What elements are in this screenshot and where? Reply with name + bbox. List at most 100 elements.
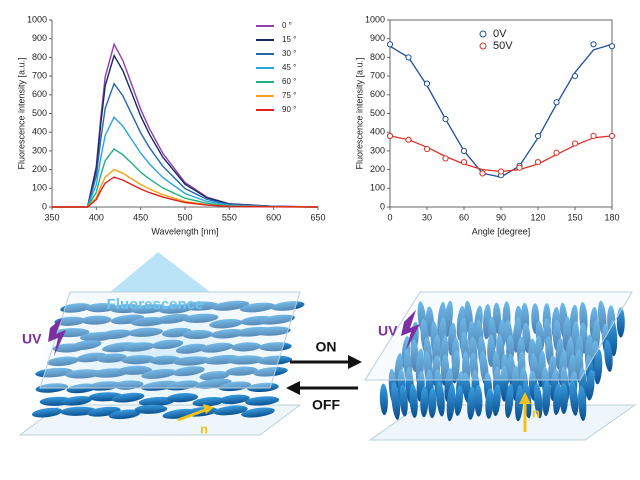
lc-molecule	[151, 339, 184, 350]
y-tick-label: 800	[370, 52, 385, 62]
x-tick-label: 90	[496, 212, 506, 222]
fit-line	[389, 43, 613, 178]
lc-molecule	[594, 349, 603, 385]
lc-molecule	[121, 355, 156, 365]
lc-molecule	[149, 355, 181, 365]
bottom-plate-right	[368, 404, 637, 441]
x-tick-label: 600	[266, 212, 281, 222]
data-point	[405, 136, 412, 143]
lc-molecule	[131, 304, 166, 314]
lc-molecule	[542, 379, 551, 417]
y-tick-label: 300	[370, 145, 385, 155]
y-axis-title: Fluorescence intensity [a.u.]	[354, 57, 364, 169]
y-axis-title: Fluorescence intensity [a.u.]	[16, 57, 26, 169]
lc-molecule	[379, 383, 388, 416]
y-tick-label: 500	[370, 108, 385, 118]
lc-molecule	[167, 393, 199, 403]
lc-molecule	[226, 366, 258, 376]
lc-molecule	[182, 329, 214, 340]
lc-molecule	[80, 315, 112, 325]
lc-molecule	[255, 326, 291, 336]
on-arrow-head	[348, 355, 362, 369]
x-tick-label: 550	[222, 212, 237, 222]
data-point	[608, 132, 616, 140]
data-point	[553, 149, 560, 156]
y-tick-label: 500	[32, 108, 47, 118]
spectrum-line	[52, 116, 319, 208]
y-tick-label: 100	[370, 183, 385, 193]
lc-molecule	[141, 368, 177, 379]
lc-molecule	[127, 327, 163, 337]
lc-molecule	[239, 302, 276, 313]
lc-molecule	[99, 329, 132, 340]
lc-molecule	[71, 340, 102, 350]
lc-molecule	[553, 383, 562, 416]
lc-molecule	[118, 365, 152, 375]
y-tick-label: 0	[42, 201, 47, 211]
uv-label-right: UV	[378, 323, 398, 339]
x-axis-title: Angle [degree]	[472, 226, 531, 236]
legend-label: 15 °	[282, 35, 296, 44]
legend-label: 90 °	[282, 105, 296, 114]
y-tick-label: 700	[32, 70, 47, 80]
x-tick-label: 650	[310, 212, 325, 222]
lc-molecule	[533, 383, 543, 419]
y-tick-label: 700	[370, 70, 385, 80]
off-label: OFF	[312, 397, 340, 413]
data-point	[571, 140, 579, 147]
lc-molecule	[253, 367, 288, 377]
lc-molecule	[485, 387, 494, 419]
fit-line	[389, 135, 613, 173]
data-point	[497, 168, 505, 175]
legend-marker	[479, 30, 487, 38]
fluorescence-label: Fluorescence	[107, 296, 204, 313]
lc-molecule	[192, 396, 226, 407]
lc-molecule	[181, 301, 220, 311]
lc-molecule	[200, 342, 234, 353]
lc-molecule	[428, 387, 437, 419]
legend-label: 50V	[493, 40, 513, 52]
lc-molecule	[54, 316, 86, 326]
y-tick-label: 900	[370, 33, 385, 43]
lc-molecule	[173, 356, 211, 366]
lc-horizontal	[31, 300, 305, 420]
legend-marker	[479, 42, 487, 50]
lc-molecule	[61, 395, 93, 406]
legend-label: 60 °	[282, 77, 296, 86]
y-tick-label: 600	[370, 89, 385, 99]
lc-molecule	[504, 383, 514, 419]
lc-molecule	[122, 342, 155, 352]
data-point	[553, 99, 560, 106]
lc-molecule	[227, 355, 264, 365]
lc-molecule	[454, 385, 463, 416]
top-plate-right	[364, 291, 633, 381]
lc-molecule	[108, 409, 141, 420]
data-point	[442, 155, 449, 162]
lc-molecule	[175, 343, 207, 354]
lc-molecule	[569, 380, 579, 416]
lc-molecule	[172, 366, 205, 377]
y-tick-label: 100	[32, 183, 47, 193]
x-tick-label: 450	[133, 212, 148, 222]
y-tick-label: 400	[32, 127, 47, 137]
y-tick-label: 900	[32, 33, 47, 43]
lc-molecule	[209, 319, 243, 329]
lc-molecule	[409, 383, 418, 418]
lc-molecule	[609, 319, 618, 357]
lc-molecule	[578, 385, 587, 421]
data-point	[571, 73, 579, 80]
lc-molecule	[47, 356, 80, 367]
data-point	[386, 41, 394, 48]
data-point	[442, 116, 449, 123]
x-tick-label: 350	[44, 212, 59, 222]
x-axis-title: Wavelength [nm]	[151, 226, 218, 236]
uv-bolt	[48, 318, 66, 356]
lc-molecule	[245, 396, 280, 406]
lc-molecule	[259, 314, 295, 325]
lc-molecule	[559, 382, 568, 415]
lc-molecule	[134, 404, 168, 414]
diagram: Fluorescence UV n ON OFF UV n	[0, 252, 637, 445]
x-tick-label: 60	[459, 212, 469, 222]
director-label: n	[200, 421, 208, 436]
